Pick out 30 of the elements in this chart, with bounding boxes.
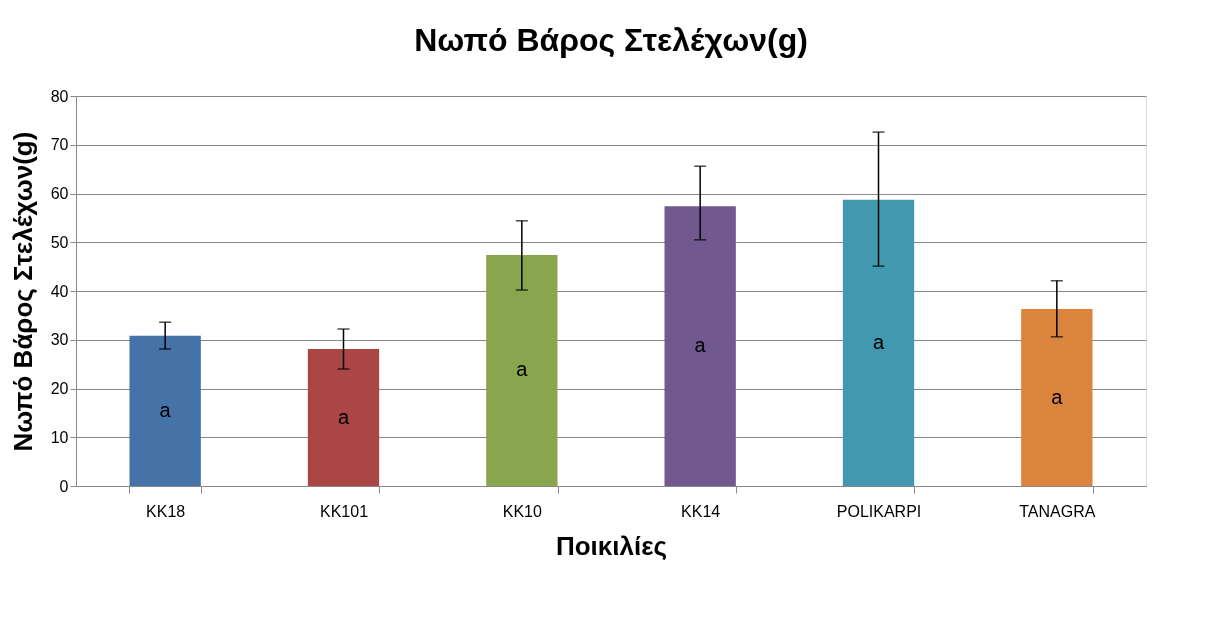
y-tick-label: 40 <box>50 282 69 300</box>
x-tick-label: KK18 <box>146 502 186 520</box>
chart-title: Νωπό Βάρος Στελέχων(g) <box>414 22 808 58</box>
y-axis-title: Νωπό Βάρος Στελέχων(g) <box>7 131 38 452</box>
annotation: a <box>694 334 707 357</box>
x-tick-label: POLIKARPI <box>836 502 922 520</box>
annotation: a <box>516 358 529 381</box>
bar <box>486 254 558 486</box>
bar <box>307 349 380 486</box>
x-tick-label: KK101 <box>319 502 369 520</box>
x-tick-label: KK10 <box>502 502 543 520</box>
annotation: a <box>337 405 350 428</box>
y-tick-label: 20 <box>50 380 69 397</box>
y-tick-label: 0 <box>59 477 69 495</box>
x-tick-label: TANAGRA <box>1019 502 1096 520</box>
x-axis-title: Ποικιλίες <box>555 530 668 561</box>
x-tick-label: KK14 <box>681 502 721 520</box>
bar <box>842 199 915 486</box>
bar <box>664 206 736 486</box>
bar <box>1021 309 1093 486</box>
annotation: a <box>872 330 885 353</box>
y-tick-label: 70 <box>50 136 69 154</box>
y-tick-label: 80 <box>50 87 69 105</box>
annotation: a <box>1051 385 1064 408</box>
y-tick-label: 30 <box>50 331 69 349</box>
y-tick-label: 60 <box>50 185 69 202</box>
annotation: a <box>159 398 172 421</box>
y-tick-label: 10 <box>50 428 69 446</box>
bar <box>129 335 201 486</box>
y-tick-label: 50 <box>50 233 69 251</box>
